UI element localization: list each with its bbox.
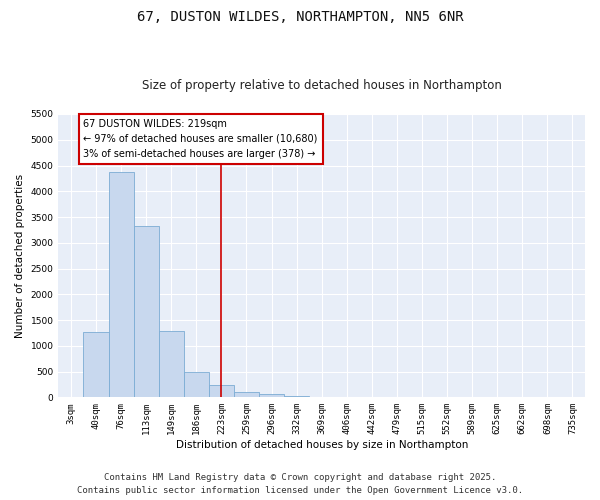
Bar [83, 332, 109, 398]
Bar [234, 392, 259, 398]
Bar [159, 331, 184, 398]
Bar [259, 394, 284, 398]
Text: Contains HM Land Registry data © Crown copyright and database right 2025.
Contai: Contains HM Land Registry data © Crown c… [77, 474, 523, 495]
Bar [109, 172, 134, 398]
X-axis label: Distribution of detached houses by size in Northampton: Distribution of detached houses by size … [176, 440, 468, 450]
Bar [284, 396, 309, 398]
Text: 67 DUSTON WILDES: 219sqm
← 97% of detached houses are smaller (10,680)
3% of sem: 67 DUSTON WILDES: 219sqm ← 97% of detach… [83, 119, 318, 159]
Bar [134, 226, 159, 398]
Bar [184, 372, 209, 398]
Bar [209, 386, 234, 398]
Title: Size of property relative to detached houses in Northampton: Size of property relative to detached ho… [142, 79, 502, 92]
Y-axis label: Number of detached properties: Number of detached properties [15, 174, 25, 338]
Text: 67, DUSTON WILDES, NORTHAMPTON, NN5 6NR: 67, DUSTON WILDES, NORTHAMPTON, NN5 6NR [137, 10, 463, 24]
